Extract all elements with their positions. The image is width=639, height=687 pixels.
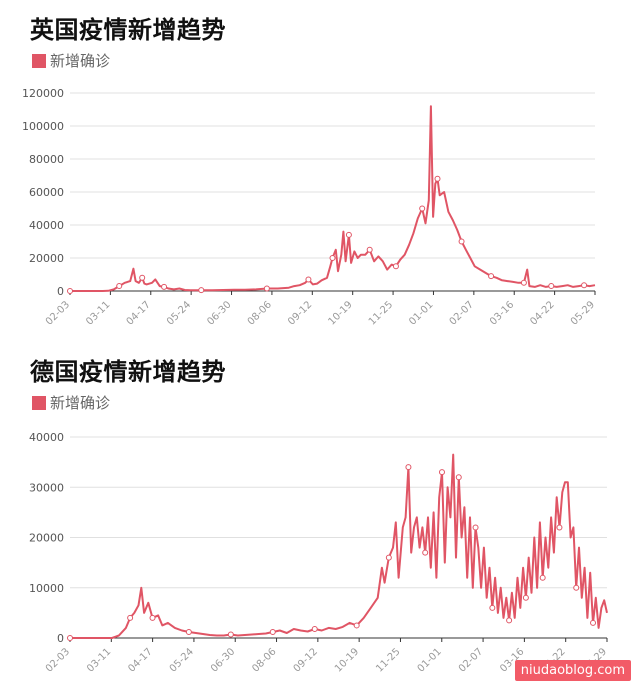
y-tick-label: 30000	[29, 481, 64, 494]
x-tick-label: 01-01	[407, 299, 435, 327]
data-point[interactable]	[419, 205, 426, 212]
x-tick-label: 02-03	[44, 646, 72, 674]
data-point[interactable]	[67, 635, 73, 641]
legend[interactable]: 新增确诊	[32, 392, 110, 413]
data-point[interactable]	[472, 524, 479, 531]
data-point[interactable]	[366, 246, 373, 253]
data-point[interactable]	[67, 288, 73, 294]
x-tick-label: 08-06	[246, 299, 274, 327]
x-tick-label: 04-22	[528, 299, 556, 327]
germany-line-chart: 0 10000 20000 30000 40000 02-03 03-11 04-17 05-2…	[29, 431, 609, 675]
data-point[interactable]	[422, 549, 429, 556]
uk-chart: 英国疫情新增趋势 新增确诊 0 20000 40000 60000 80000 10000…	[0, 0, 639, 340]
data-point[interactable]	[116, 283, 123, 290]
data-point[interactable]	[488, 273, 495, 280]
data-point[interactable]	[305, 276, 312, 283]
data-point[interactable]	[539, 574, 546, 581]
x-tick-label: 02-07	[457, 646, 485, 674]
data-point[interactable]	[434, 175, 441, 182]
series-line[interactable]	[70, 105, 596, 292]
y-tick-label: 100000	[22, 120, 64, 133]
series-line[interactable]	[70, 453, 608, 639]
x-tick-label: 04-17	[125, 299, 153, 327]
x-tick-label: 04-17	[126, 646, 154, 674]
data-point[interactable]	[263, 285, 270, 292]
watermark: niudaoblog.com	[514, 660, 631, 681]
y-tick-label: 20000	[29, 532, 64, 545]
y-tick-label: 80000	[29, 153, 64, 166]
x-tick-label: 09-12	[286, 299, 314, 327]
data-point[interactable]	[455, 474, 462, 481]
legend[interactable]: 新增确诊	[32, 50, 110, 71]
y-tick-label: 0	[57, 632, 64, 645]
x-tick-label: 05-24	[168, 646, 196, 674]
y-tick-label: 20000	[29, 252, 64, 265]
y-tick-label: 40000	[29, 431, 64, 444]
data-point[interactable]	[227, 631, 234, 638]
legend-swatch	[32, 53, 46, 68]
x-tick-label: 05-29	[569, 299, 597, 327]
data-point[interactable]	[392, 263, 399, 270]
data-point[interactable]	[311, 625, 318, 632]
data-point[interactable]	[438, 469, 445, 476]
x-tick-label: 02-07	[448, 299, 476, 327]
data-point[interactable]	[405, 464, 412, 471]
y-tick-label: 120000	[22, 87, 64, 100]
data-point[interactable]	[489, 604, 496, 611]
x-tick-label: 03-16	[488, 299, 516, 327]
uk-line-chart: 0 20000 40000 60000 80000 100000 120000 02-03 03…	[22, 87, 597, 328]
legend-label: 新增确诊	[50, 52, 111, 70]
data-point[interactable]	[353, 622, 360, 629]
y-tick-label: 10000	[29, 582, 64, 595]
legend-swatch	[32, 395, 46, 410]
data-point[interactable]	[329, 255, 336, 261]
x-tick-label: 01-01	[416, 646, 444, 674]
data-point[interactable]	[127, 614, 134, 621]
y-tick-label: 40000	[29, 219, 64, 232]
x-tick-label: 11-25	[367, 299, 395, 327]
data-point[interactable]	[345, 231, 352, 238]
data-point[interactable]	[556, 524, 563, 531]
x-tick-label: 05-24	[165, 299, 193, 327]
germany-chart: 德国疫情新增趋势 新增确诊 0 10000 20000 30000 40000 02-03…	[0, 340, 639, 687]
data-point[interactable]	[161, 283, 168, 290]
data-point[interactable]	[458, 238, 465, 245]
x-tick-label: 09-12	[292, 646, 320, 674]
data-point[interactable]	[520, 279, 527, 286]
y-tick-label: 0	[57, 285, 64, 298]
chart-title: 德国疫情新增趋势	[30, 358, 226, 386]
data-point[interactable]	[581, 282, 588, 289]
x-tick-label: 10-19	[326, 299, 354, 327]
x-tick-label: 02-03	[44, 299, 72, 327]
data-point[interactable]	[590, 619, 597, 626]
x-tick-label: 03-11	[84, 299, 112, 327]
x-tick-label: 08-06	[250, 646, 278, 674]
chart-title: 英国疫情新增趋势	[30, 16, 226, 44]
data-point[interactable]	[139, 274, 146, 281]
x-tick-label: 11-25	[374, 646, 402, 674]
y-tick-label: 60000	[29, 186, 64, 199]
x-tick-label: 10-19	[333, 646, 361, 674]
x-tick-label: 03-11	[85, 646, 113, 674]
x-tick-label: 06-30	[205, 299, 233, 327]
x-tick-label: 06-30	[209, 646, 237, 674]
legend-label: 新增确诊	[50, 394, 111, 412]
data-point[interactable]	[385, 554, 392, 561]
data-point[interactable]	[506, 617, 513, 624]
data-point[interactable]	[548, 283, 555, 290]
data-point[interactable]	[149, 614, 156, 621]
data-point[interactable]	[573, 584, 580, 591]
data-point[interactable]	[522, 594, 529, 601]
data-point[interactable]	[185, 628, 192, 635]
data-point[interactable]	[198, 287, 205, 294]
data-point[interactable]	[269, 628, 276, 635]
